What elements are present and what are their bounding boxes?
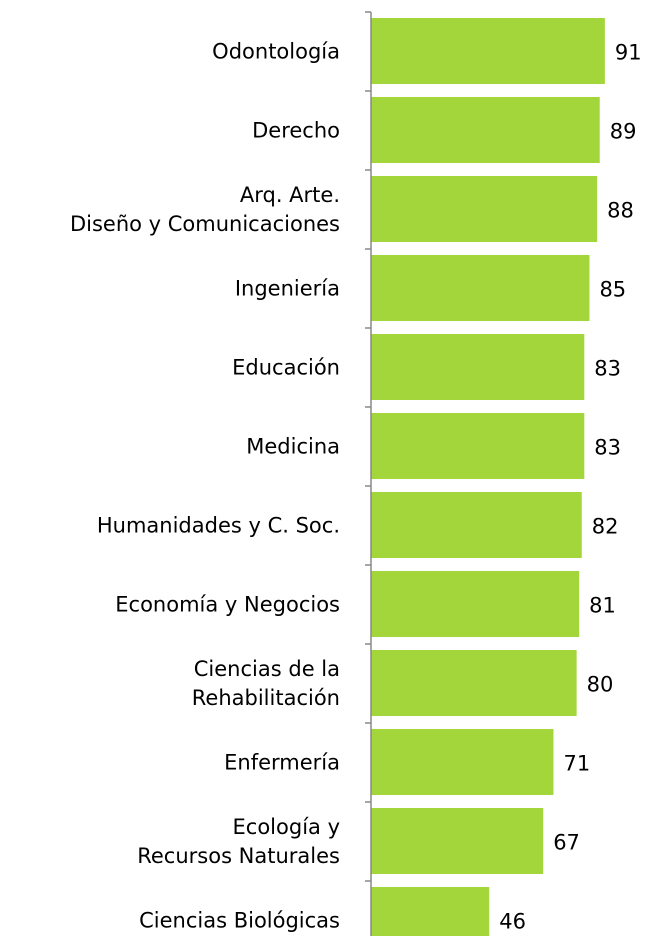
bar <box>371 808 544 874</box>
bar <box>371 650 577 716</box>
value-label: 67 <box>553 831 580 855</box>
category-label: Arq. Arte. Diseño y Comunicaciones <box>69 182 340 236</box>
value-label: 83 <box>594 357 621 381</box>
value-label: 83 <box>594 436 621 460</box>
category-label: Ciencias Biológicas <box>139 908 340 932</box>
category-label: Medicina <box>246 434 340 458</box>
value-label: 80 <box>587 673 614 697</box>
value-label: 85 <box>599 278 626 302</box>
value-label: 91 <box>615 41 642 65</box>
category-label: Derecho <box>252 118 340 142</box>
value-label: 81 <box>589 594 616 618</box>
value-label: 88 <box>607 199 634 223</box>
category-label: Enfermería <box>224 750 340 774</box>
bar <box>371 571 580 637</box>
bar <box>371 887 490 936</box>
value-label: 71 <box>563 752 590 776</box>
bar <box>371 18 605 84</box>
category-label: Economía y Negocios <box>115 592 340 616</box>
bar <box>371 729 554 795</box>
category-label: Humanidades y C. Soc. <box>96 513 340 537</box>
value-label: 46 <box>499 910 526 934</box>
category-label: Odontología <box>212 39 340 63</box>
category-label: Ingeniería <box>234 276 340 300</box>
bar <box>371 413 585 479</box>
value-label: 82 <box>592 515 619 539</box>
bar <box>371 255 590 321</box>
value-label: 89 <box>610 120 637 144</box>
category-label: Ciencias de la Rehabilitación <box>191 656 340 710</box>
bar <box>371 492 582 558</box>
bar <box>371 334 585 400</box>
category-label: Ecología y Recursos Naturales <box>137 814 340 868</box>
category-label: Educación <box>232 355 340 379</box>
bar <box>371 176 598 242</box>
bar <box>371 97 600 163</box>
